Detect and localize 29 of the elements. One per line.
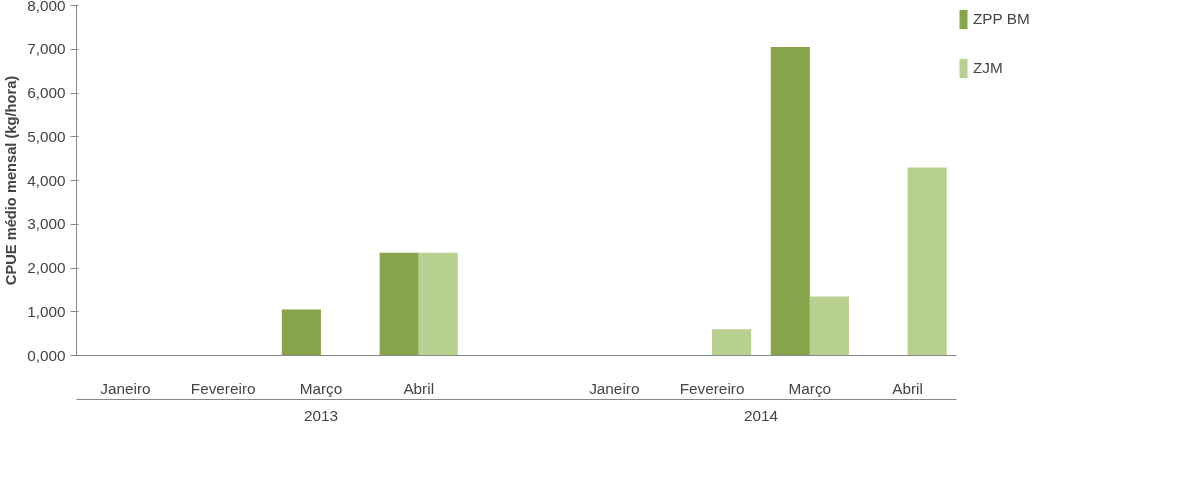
bar [907, 167, 947, 356]
bar [379, 252, 419, 356]
y-tick-label: 1,000 [27, 302, 66, 320]
y-tick-label: 2,000 [27, 259, 66, 276]
bar [418, 252, 458, 356]
x-tick-label: Março [788, 379, 832, 397]
bar [281, 309, 321, 356]
text: 2013 [303, 406, 338, 424]
x-tick-label: Março [299, 379, 343, 397]
y-axis-title: CPUE médio mensal (kg/hora) [3, 75, 20, 286]
text: 2014 [743, 406, 779, 424]
y-tick-label: 4,000 [27, 171, 66, 189]
y-tick-label: 0,000 [27, 346, 66, 364]
bar [770, 47, 810, 356]
bar [809, 296, 849, 356]
x-tick-label: Fevereiro [679, 379, 745, 397]
x-tick-label: Fevereiro [190, 379, 256, 397]
x-tick-label: Janeiro [589, 379, 640, 397]
x-tick-label: Janeiro [100, 379, 151, 397]
x-tick-label: Abril [892, 379, 923, 397]
y-tick-label: 3,000 [27, 215, 66, 233]
bar [712, 329, 752, 356]
legend-label: ZJM [973, 59, 1003, 77]
y-tick-label: 5,000 [27, 127, 66, 145]
y-tick-label: 8,000 [27, 0, 66, 14]
y-tick-label: 7,000 [27, 40, 66, 58]
legend-label: ZPP BM [973, 10, 1030, 28]
y-tick-label: 6,000 [27, 84, 66, 101]
x-tick-label: Abril [403, 379, 435, 397]
